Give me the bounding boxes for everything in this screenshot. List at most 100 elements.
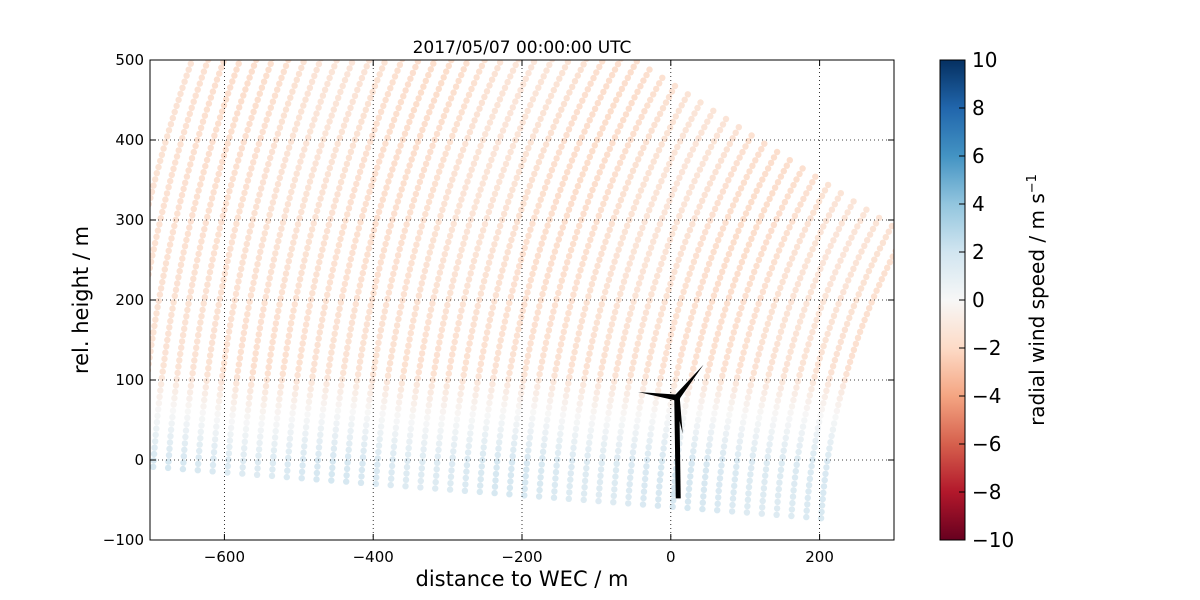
data-point [506,491,513,498]
data-point [293,76,300,84]
data-point [215,120,222,127]
data-point [634,236,642,243]
data-point [437,332,444,340]
data-point [296,359,303,366]
data-point [231,226,238,234]
data-point [248,114,255,122]
data-point [313,348,320,355]
data-point [220,276,227,284]
data-point [642,309,650,316]
data-point [777,473,784,480]
data-point [565,126,573,133]
data-point [427,306,435,313]
data-point [671,382,678,389]
data-point [818,192,826,200]
data-point [401,227,408,234]
data-point [755,414,763,421]
data-point [717,157,725,164]
data-point [335,311,342,319]
data-point [585,293,592,300]
data-point [502,394,509,402]
data-point [790,181,797,189]
data-point [206,268,214,276]
data-point [172,388,179,395]
data-point [505,154,512,162]
data-point [460,371,467,379]
data-point [210,455,217,462]
data-point [360,339,367,347]
data-point [659,305,667,312]
data-point [678,102,685,109]
data-point [236,355,244,362]
data-point [435,446,442,454]
data-point [812,437,819,444]
data-point [773,253,780,260]
data-point [495,349,502,356]
data-point [743,247,750,254]
data-point [285,144,293,151]
data-point [495,228,502,236]
data-point [374,345,381,353]
data-point [411,394,419,401]
data-point [373,474,380,481]
data-point [213,176,221,184]
data-point [410,150,417,157]
data-point [240,139,247,146]
data-point [167,177,174,185]
data-point [706,180,714,187]
data-point [463,60,470,67]
data-point [384,90,392,98]
data-point [616,353,623,360]
data-point [298,468,306,475]
data-point [733,463,740,470]
data-point [233,163,240,170]
data-point [843,370,850,378]
data-point [385,289,393,296]
data-point [850,265,857,272]
data-point [573,228,581,236]
data-point [504,78,511,86]
data-point [684,91,691,98]
data-point [703,373,710,380]
data-point [393,418,400,425]
data-point [530,60,538,65]
data-point [269,199,277,206]
data-point [717,468,724,476]
data-point [698,129,705,136]
data-point [650,91,657,98]
data-point [240,253,248,260]
data-point [215,231,222,238]
data-point [826,445,833,452]
data-point [635,411,642,418]
data-point [492,362,499,369]
data-point [718,318,725,325]
data-point [625,105,632,112]
data-point [352,237,359,244]
data-point [276,124,284,131]
data-point [606,145,613,153]
data-point [239,195,246,203]
data-point [455,258,462,266]
data-point [438,414,446,422]
data-point [547,129,555,136]
data-point [765,447,772,454]
data-point [293,378,300,385]
data-point [709,348,717,356]
data-point [686,320,693,328]
data-point [614,359,622,367]
data-point [256,191,263,198]
data-point [630,298,637,305]
data-point [190,275,197,282]
data-point [715,494,722,501]
data-point [330,106,337,113]
data-point [499,90,506,97]
data-point [326,362,333,369]
data-point [773,148,781,156]
data-point [501,401,508,408]
data-point [542,339,550,346]
data-point [625,500,632,507]
data-point [150,329,157,336]
data-point [443,107,450,114]
data-point [542,278,550,286]
data-point [656,317,663,324]
